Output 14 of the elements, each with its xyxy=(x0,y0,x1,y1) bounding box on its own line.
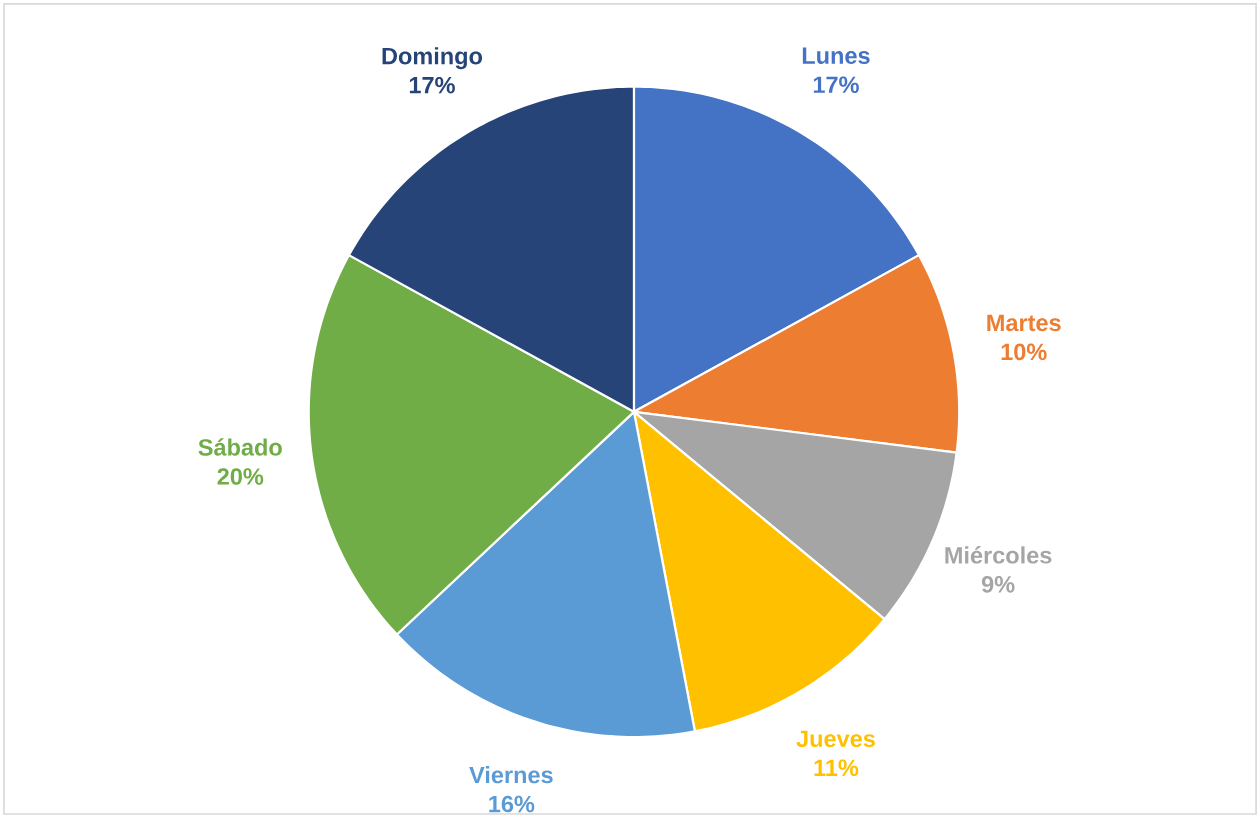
slice-label: Sábado xyxy=(198,438,282,456)
slice-label: Jueves xyxy=(796,730,875,748)
data-label: 10% xyxy=(1001,343,1047,361)
data-label: 11% xyxy=(814,759,859,777)
slice-label: Miércoles xyxy=(945,546,1052,564)
data-label: 9% xyxy=(981,576,1015,593)
slice-label: Viernes xyxy=(469,766,553,784)
data-label: 17% xyxy=(813,76,859,94)
data-label: 16% xyxy=(489,795,535,813)
slice-label: Martes xyxy=(987,314,1061,332)
data-label: 20% xyxy=(217,468,264,485)
data-label: 17% xyxy=(409,76,455,94)
slice-label: Domingo xyxy=(382,47,483,70)
slice-label: Lunes xyxy=(802,47,870,64)
